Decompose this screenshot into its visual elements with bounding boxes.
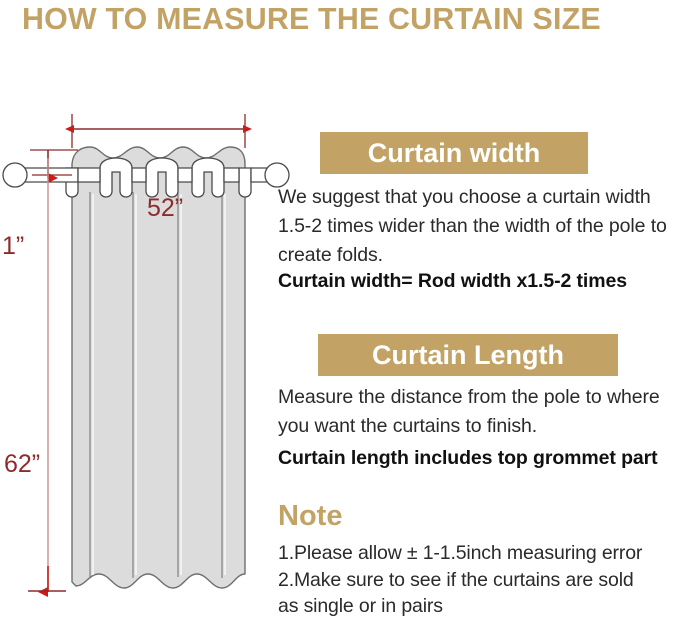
length-dimension-label: 62” — [4, 450, 41, 478]
section-banner-curtain-width: Curtain width — [320, 132, 588, 174]
grommet-drop-dimension-label: 1” — [2, 232, 25, 260]
rod-finial-left — [2, 162, 28, 188]
section-banner-curtain-length: Curtain Length — [318, 334, 618, 376]
note-item: 2.Make sure to see if the curtains are s… — [278, 568, 634, 591]
length-dimension-line — [28, 158, 66, 597]
page-title: HOW TO MEASURE THE CURTAIN SIZE — [22, 1, 601, 36]
width-dimension-label: 52” — [147, 194, 184, 222]
rod-finial-right — [264, 162, 290, 188]
curtain-width-paragraph: We suggest that you choose a curtain wid… — [278, 186, 667, 266]
curtain-length-paragraph: Measure the distance from the pole to wh… — [278, 386, 660, 437]
note-item: as single or in pairs — [278, 595, 443, 617]
curtain-measurement-diagram: 52” 1” 62” — [0, 96, 300, 616]
curtain-width-formula: Curtain width= Rod width x1.5-2 times — [278, 270, 627, 292]
curtain-panel — [71, 146, 246, 589]
curtain-fold-lines — [89, 192, 223, 578]
curtain-fold-highlights — [92, 194, 226, 575]
note-item: 1.Please allow ± 1-1.5inch measuring err… — [278, 542, 643, 564]
note-list: 1.Please allow ± 1-1.5inch measuring err… — [278, 540, 678, 619]
width-dimension-line — [65, 114, 252, 148]
note-heading: Note — [278, 500, 343, 532]
curtain-length-formula: Curtain length includes top grommet part — [278, 447, 658, 469]
